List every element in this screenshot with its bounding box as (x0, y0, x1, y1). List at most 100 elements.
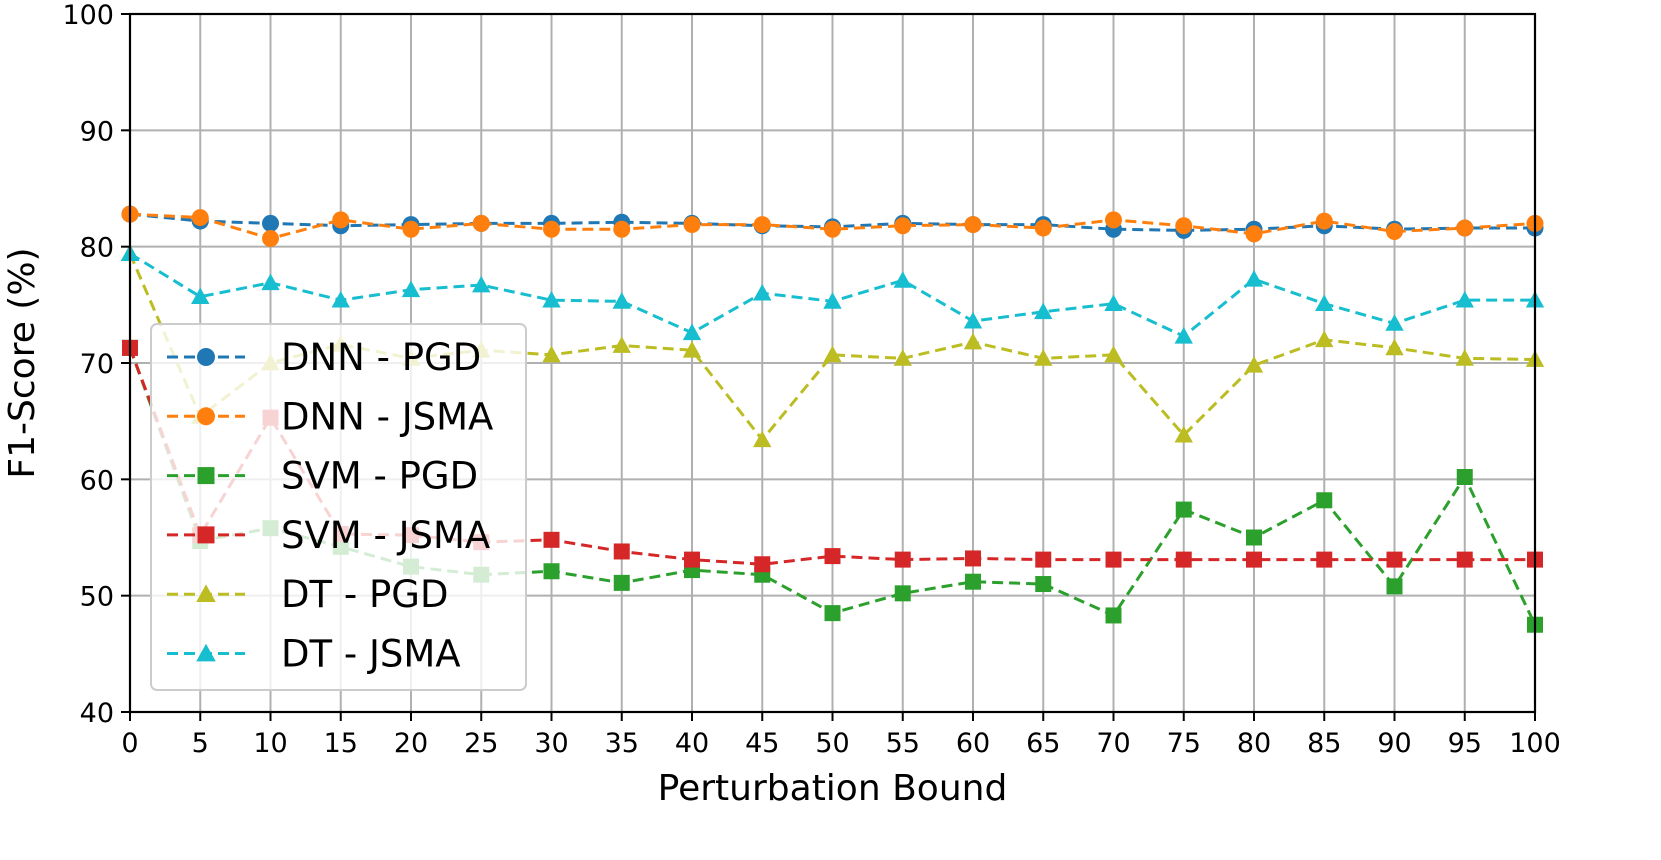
data-point (964, 216, 982, 234)
data-point (1456, 219, 1474, 237)
data-point (1385, 338, 1404, 356)
data-point (823, 345, 842, 363)
data-point (1315, 330, 1334, 348)
data-point (963, 332, 983, 350)
x-tick-label: 45 (745, 728, 779, 759)
x-tick-label: 90 (1377, 728, 1411, 759)
data-point (613, 543, 630, 560)
legend-item: DT - PGD (167, 573, 448, 616)
data-point (613, 574, 630, 591)
data-point (1105, 551, 1122, 568)
data-point (753, 284, 772, 301)
legend-marker (196, 643, 216, 662)
data-point (893, 349, 912, 366)
data-point (1315, 294, 1334, 312)
data-point (1035, 576, 1052, 593)
data-point (543, 531, 560, 548)
legend-label: DNN - PGD (281, 336, 481, 379)
legend-label: SVM - JSMA (281, 514, 490, 557)
data-point (684, 551, 700, 568)
legend-item: SVM - PGD (167, 455, 478, 498)
legend-item: SVM - JSMA (167, 514, 490, 557)
data-point (965, 550, 981, 567)
x-tick-label: 15 (324, 728, 358, 759)
y-tick-label: 80 (80, 233, 114, 264)
data-point (1174, 425, 1193, 443)
data-point (1386, 578, 1403, 595)
axis-ticks: 0 5 10 15 20 25 30 35 40 45 50 55 60 65 70 75 80 85 90 95 10… (62, 0, 1560, 759)
data-point (1034, 302, 1053, 320)
data-point (824, 605, 841, 622)
data-point (683, 216, 701, 234)
data-point (1385, 314, 1404, 331)
data-point (401, 280, 421, 298)
data-point (824, 220, 841, 238)
data-point (894, 585, 911, 602)
data-point (753, 216, 771, 234)
x-tick-label: 70 (1096, 728, 1130, 759)
data-point (1315, 212, 1333, 230)
data-point (1455, 290, 1474, 308)
data-point (612, 336, 631, 353)
data-point (824, 548, 841, 565)
data-point (1105, 607, 1122, 624)
data-point (472, 214, 490, 232)
legend-item: DNN - PGD (167, 336, 481, 379)
data-point (754, 556, 771, 573)
data-point (331, 290, 350, 308)
data-point (1104, 294, 1123, 312)
data-point (332, 211, 350, 229)
data-point (1456, 469, 1473, 486)
x-tick-label: 95 (1448, 728, 1482, 759)
y-tick-label: 90 (80, 116, 114, 147)
x-tick-label: 35 (605, 728, 639, 759)
data-point (261, 273, 280, 291)
x-tick-label: 25 (464, 728, 498, 759)
series-dnn-jsma (121, 205, 1544, 248)
data-point (1386, 223, 1403, 241)
legend-label: DT - JSMA (281, 633, 461, 676)
x-tick-label: 65 (1026, 728, 1060, 759)
x-tick-label: 85 (1307, 728, 1341, 759)
data-point (1104, 345, 1123, 363)
x-tick-label: 60 (956, 728, 990, 759)
data-point (1316, 492, 1333, 509)
data-point (543, 563, 560, 580)
legend-marker (197, 407, 215, 426)
data-point (965, 573, 981, 590)
x-tick-label: 80 (1237, 728, 1271, 759)
data-point (613, 220, 631, 238)
series-dt-jsma (120, 244, 1545, 344)
data-point (1035, 551, 1052, 568)
y-axis-label: F1-Score (%) (2, 247, 43, 478)
data-point (1455, 349, 1474, 366)
data-point (1456, 551, 1473, 568)
x-tick-label: 40 (675, 728, 709, 759)
data-point (1245, 225, 1263, 243)
data-point (893, 271, 912, 288)
data-point (262, 214, 279, 232)
data-point (1244, 270, 1264, 287)
series-line (129, 212, 1536, 241)
legend-marker (197, 348, 215, 366)
data-point (191, 209, 209, 227)
y-tick-label: 60 (80, 465, 114, 496)
data-point (894, 217, 912, 235)
data-point (1175, 501, 1192, 518)
data-point (1175, 551, 1192, 568)
legend-item: DT - JSMA (167, 633, 461, 676)
x-tick-label: 5 (192, 728, 209, 759)
data-point (682, 341, 702, 358)
x-tick-label: 75 (1167, 728, 1201, 759)
data-point (894, 551, 911, 568)
data-point (682, 323, 702, 341)
legend-marker (196, 584, 216, 603)
y-tick-label: 100 (62, 0, 114, 31)
data-point (823, 292, 842, 309)
data-point (542, 290, 561, 308)
data-point (543, 220, 560, 238)
data-point (1246, 529, 1262, 546)
legend-marker (197, 467, 215, 485)
x-tick-label: 0 (121, 728, 138, 759)
data-point (472, 275, 491, 293)
